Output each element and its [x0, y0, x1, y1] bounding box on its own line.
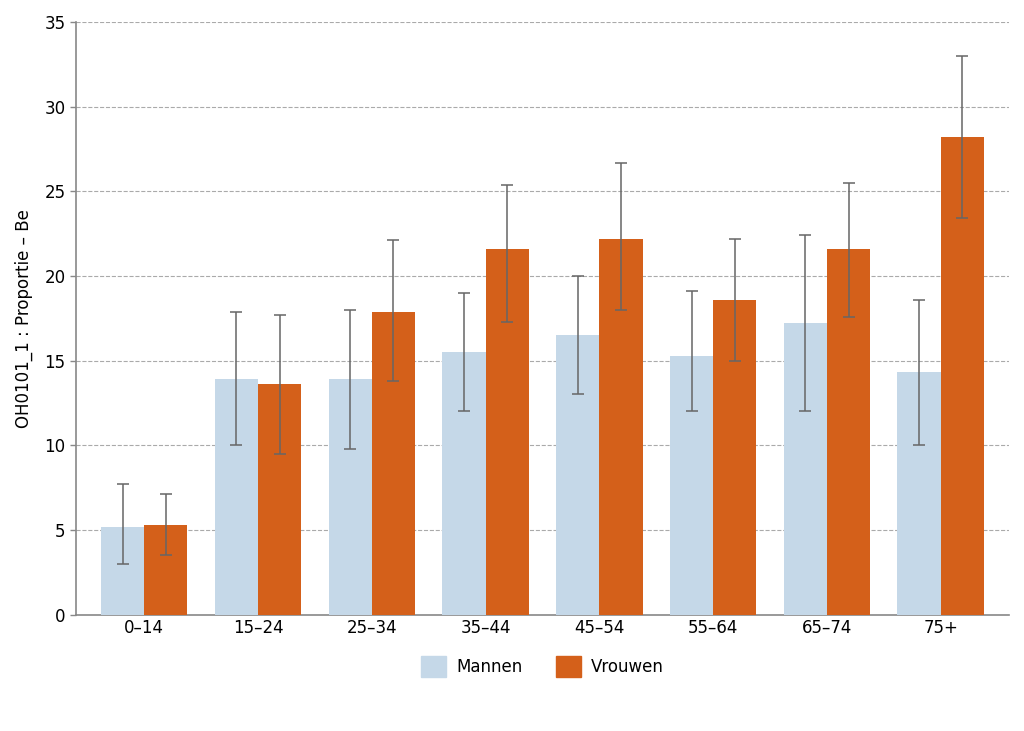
Y-axis label: OH0101_1 : Proportie – Be: OH0101_1 : Proportie – Be	[15, 209, 33, 428]
Bar	[897, 373, 941, 615]
Bar	[215, 379, 258, 615]
Bar	[941, 137, 984, 615]
Bar	[827, 249, 870, 615]
Bar	[101, 526, 144, 615]
Bar	[329, 379, 372, 615]
Bar	[713, 300, 757, 615]
Bar	[599, 239, 643, 615]
Bar	[372, 311, 415, 615]
Bar	[258, 385, 301, 615]
Bar	[670, 355, 713, 615]
Bar	[556, 336, 599, 615]
Bar	[783, 323, 827, 615]
Bar	[485, 249, 528, 615]
Legend: Mannen, Vrouwen: Mannen, Vrouwen	[415, 650, 671, 683]
Bar	[144, 525, 187, 615]
Bar	[442, 352, 485, 615]
